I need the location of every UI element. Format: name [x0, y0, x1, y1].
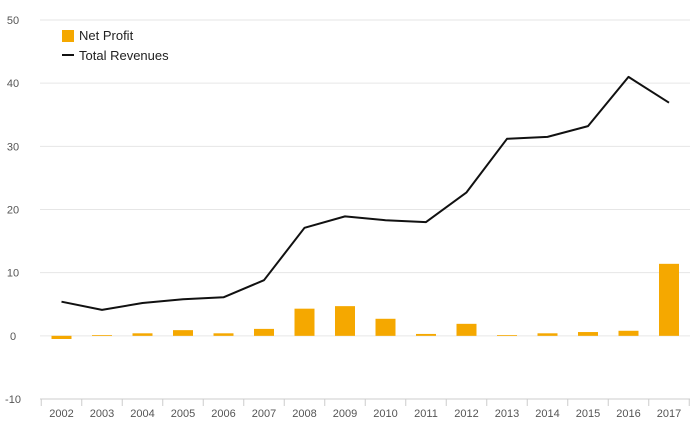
legend-swatch-net-profit — [62, 30, 74, 42]
x-tick-label: 2014 — [535, 408, 559, 420]
x-tick-label: 2013 — [495, 408, 519, 420]
bar-net-profit-2006 — [213, 333, 234, 336]
y-tick-label: 0 — [10, 331, 16, 343]
bar-net-profit-2004 — [132, 333, 153, 336]
x-tick-label: 2012 — [454, 408, 478, 420]
bar-net-profit-2005 — [173, 330, 193, 336]
bar-net-profit-2007 — [254, 328, 274, 336]
bar-net-profit-2013 — [497, 335, 517, 337]
bar-net-profit-2017 — [659, 263, 679, 336]
axis-layer: -10 0 10 20 30 40 50 2002 2003 2004 2005 2006 2007 20… — [5, 15, 690, 420]
x-tick-label: 2008 — [292, 408, 316, 420]
bar-net-profit-2008 — [294, 308, 315, 336]
bar-net-profit-2003 — [92, 335, 112, 337]
legend: Net Profit Total Revenues — [62, 28, 169, 63]
grid-layer — [40, 19, 690, 337]
y-tick-label: 30 — [7, 141, 19, 153]
bar-net-profit-2015 — [578, 332, 598, 336]
x-tick-label: 2016 — [616, 408, 640, 420]
x-tick-label: 2015 — [576, 408, 600, 420]
line-total-revenues — [61, 75, 670, 311]
x-tick-label: 2006 — [211, 408, 235, 420]
y-tick-label: 50 — [7, 15, 19, 27]
legend-label-total-revenues: Total Revenues — [79, 48, 169, 63]
bar-net-profit-2010 — [375, 318, 396, 336]
bar-net-profit-2011 — [416, 333, 436, 336]
x-tick-label: 2009 — [333, 408, 357, 420]
x-tick-label: 2007 — [252, 408, 276, 420]
x-tick-label: 2003 — [90, 408, 114, 420]
bar-layer — [51, 263, 679, 339]
bar-net-profit-2002 — [51, 335, 72, 339]
x-tick-label: 2004 — [130, 408, 154, 420]
line-layer — [61, 75, 670, 311]
x-tick-label: 2017 — [657, 408, 681, 420]
x-tick-label: 2005 — [171, 408, 195, 420]
bar-net-profit-2009 — [335, 306, 355, 336]
y-tick-label: 20 — [7, 205, 19, 217]
legend-label-net-profit: Net Profit — [79, 28, 134, 43]
bar-net-profit-2012 — [456, 323, 477, 336]
y-tick-label: 10 — [7, 268, 19, 280]
x-tick-label: 2010 — [373, 408, 397, 420]
y-tick-label: -10 — [5, 394, 21, 406]
x-tick-label: 2011 — [414, 408, 438, 420]
bar-net-profit-2016 — [618, 330, 639, 336]
y-tick-label: 40 — [7, 78, 19, 90]
bar-net-profit-2014 — [537, 333, 558, 336]
x-tick-label: 2002 — [49, 408, 73, 420]
